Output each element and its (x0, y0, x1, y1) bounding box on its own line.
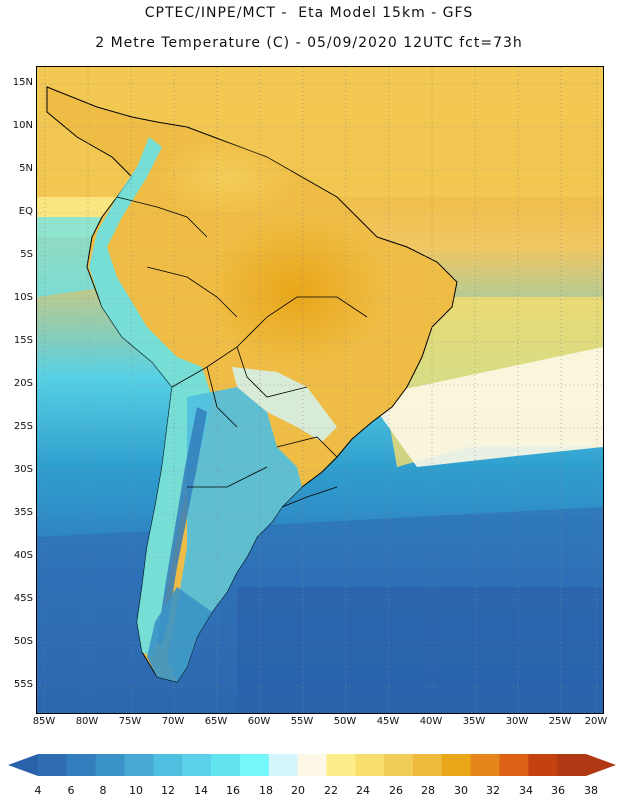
colorbar-cell (499, 754, 529, 776)
colorbar-label: 22 (324, 784, 338, 797)
colorbar-label: 30 (454, 784, 468, 797)
colorbar-cell (470, 754, 500, 776)
north-warm-core (157, 137, 297, 217)
colorbar-cell (528, 754, 558, 776)
lat-label: 10N (12, 120, 33, 131)
colorbar-label: 4 (34, 784, 42, 797)
colorbar-cell (124, 754, 154, 776)
country-borders (116, 196, 368, 508)
colorbar-cell (268, 754, 299, 776)
lat-label: 35S (13, 507, 33, 518)
lon-label: 70W (161, 716, 185, 727)
lon-label: 35W (462, 716, 486, 727)
colorbar-under-arrow (8, 754, 38, 776)
lon-label: 80W (75, 716, 99, 727)
colorbar-cell (95, 754, 126, 776)
pale-transition-band (232, 367, 337, 442)
colorbar-label: 16 (226, 784, 240, 797)
lat-label: 10S (13, 292, 33, 303)
colorbar-label: 12 (161, 784, 175, 797)
andes-ridge-deep (157, 407, 207, 647)
lat-label: 5S (20, 249, 33, 260)
lat-label: 15N (12, 77, 33, 88)
colorbar-cell (412, 754, 443, 776)
colorbar-cell (441, 754, 472, 776)
lat-label: 15S (13, 335, 33, 346)
colorbar-cell (38, 754, 68, 776)
lat-label: 50S (13, 636, 33, 647)
patagonia-deep (147, 587, 212, 682)
lat-label: 20S (13, 378, 33, 389)
chart-title-line-1: CPTEC/INPE/MCT - Eta Model 15km - GFS (144, 5, 474, 21)
lon-label: 25W (548, 716, 572, 727)
temperature-map (36, 66, 604, 714)
ocean-band-far-south (237, 587, 603, 713)
colorbar-label: 36 (551, 784, 565, 797)
colorbar-label: 38 (584, 784, 598, 797)
lon-label: 65W (204, 716, 228, 727)
colorbar-cells (38, 754, 587, 776)
lon-label: 75W (118, 716, 142, 727)
colorbar-cell (355, 754, 385, 776)
colorbar-cell (66, 754, 97, 776)
lat-label: 45S (13, 593, 33, 604)
lon-label: 50W (333, 716, 357, 727)
lon-label: 20W (584, 716, 608, 727)
lon-label: 30W (505, 716, 529, 727)
ocean-band-atlantic-pale (367, 347, 603, 467)
colorbar-cell (557, 754, 587, 776)
colorbar-label: 20 (291, 784, 305, 797)
lon-label: 40W (419, 716, 443, 727)
lat-label: 5N (19, 163, 33, 174)
colorbar-label: 18 (259, 784, 273, 797)
lat-label: 30S (13, 464, 33, 475)
lon-label: 60W (247, 716, 271, 727)
colorbar-label: 24 (356, 784, 370, 797)
lat-label: 55S (13, 679, 33, 690)
colorbar-over-arrow (586, 754, 616, 776)
colorbar-cell (384, 754, 414, 776)
colorbar-cell (326, 754, 356, 776)
colorbar-label: 8 (99, 784, 107, 797)
colorbar-label: 34 (519, 784, 533, 797)
lat-label: 40S (13, 550, 33, 561)
colorbar-cell (211, 754, 241, 776)
chart-title-line-2: 2 Metre Temperature (C) - 05/09/2020 12U… (95, 35, 523, 51)
lon-label: 85W (32, 716, 56, 727)
colorbar-label: 28 (421, 784, 435, 797)
colorbar-label: 32 (486, 784, 500, 797)
lat-label: 25S (13, 421, 33, 432)
lon-label: 55W (290, 716, 314, 727)
colorbar-cell (153, 754, 183, 776)
colorbar-label: 14 (194, 784, 208, 797)
colorbar-label: 6 (67, 784, 75, 797)
temperature-colorbar (8, 754, 616, 776)
amazon-heat-core (207, 217, 387, 367)
colorbar-cell (297, 754, 327, 776)
colorbar-cell (182, 754, 212, 776)
temperature-map-graphic (37, 67, 603, 713)
lat-label: EQ (18, 206, 33, 217)
colorbar-label: 26 (389, 784, 403, 797)
colorbar-label: 10 (129, 784, 143, 797)
lon-label: 45W (376, 716, 400, 727)
colorbar-cell (239, 754, 270, 776)
